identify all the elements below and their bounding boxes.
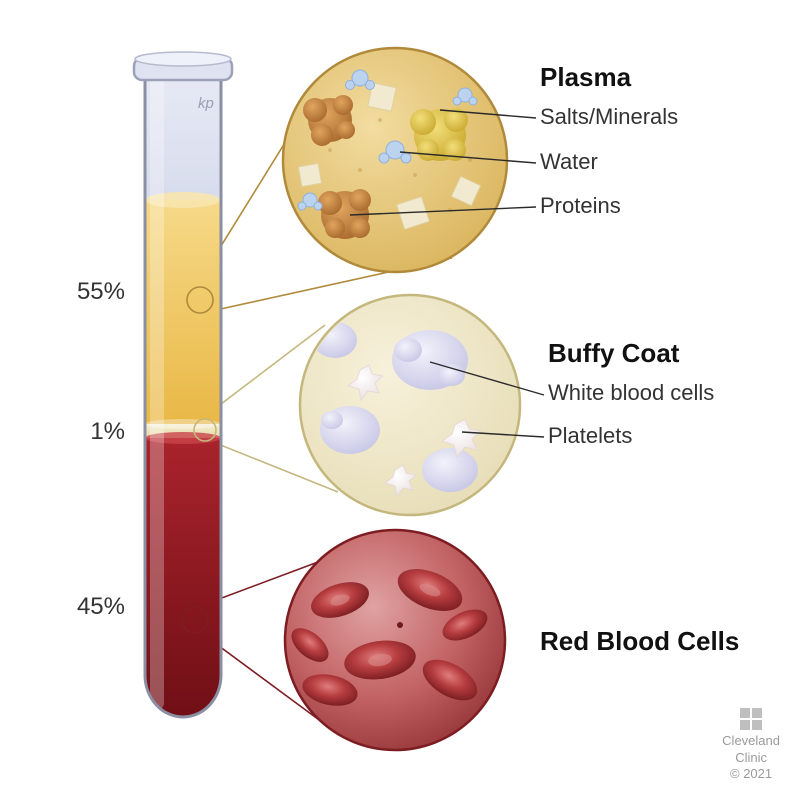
rbc-callout <box>285 530 505 750</box>
plasma-percent-label: 55% <box>55 278 125 306</box>
plasma-item-salts: Salts/Minerals <box>540 104 678 130</box>
attribution-year: © 2021 <box>722 766 780 782</box>
buffy-item-platelet: Platelets <box>548 423 632 449</box>
wbc-icon <box>313 322 357 358</box>
attribution: Cleveland Clinic © 2021 <box>722 708 780 782</box>
cleveland-clinic-logo-icon <box>740 708 762 730</box>
plasma-item-water: Water <box>540 149 598 175</box>
plasma-title: Plasma <box>540 62 631 93</box>
buffy-callout <box>300 295 520 515</box>
wbc-icon <box>422 448 478 492</box>
diagram-canvas: kp <box>0 0 800 800</box>
salt-icon <box>298 163 321 186</box>
artist-signature: kp <box>198 95 214 112</box>
rbc-title: Red Blood Cells <box>540 626 739 657</box>
plasma-callout <box>283 48 507 272</box>
attribution-name: Cleveland Clinic <box>722 733 780 766</box>
buffy-title: Buffy Coat <box>548 338 679 369</box>
rbc-percent-label: 45% <box>55 593 125 621</box>
buffycoat-percent-label: 1% <box>55 418 125 446</box>
wbc-icon <box>392 330 468 390</box>
plasma-item-proteins: Proteins <box>540 193 621 219</box>
buffy-item-wbc: White blood cells <box>548 380 714 406</box>
wbc-icon <box>320 406 380 454</box>
